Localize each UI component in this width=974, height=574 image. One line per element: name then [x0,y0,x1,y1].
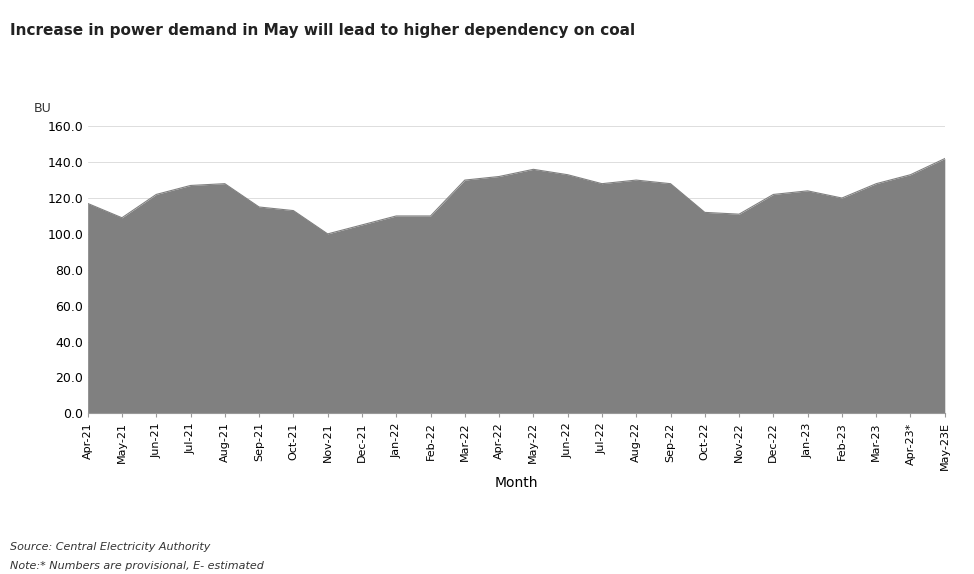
Text: Note:* Numbers are provisional, E- estimated: Note:* Numbers are provisional, E- estim… [10,561,264,571]
X-axis label: Month: Month [495,476,538,490]
Text: Increase in power demand in May will lead to higher dependency on coal: Increase in power demand in May will lea… [10,23,635,38]
Text: Source: Central Electricity Authority: Source: Central Electricity Authority [10,542,210,552]
Text: BU: BU [34,102,52,115]
